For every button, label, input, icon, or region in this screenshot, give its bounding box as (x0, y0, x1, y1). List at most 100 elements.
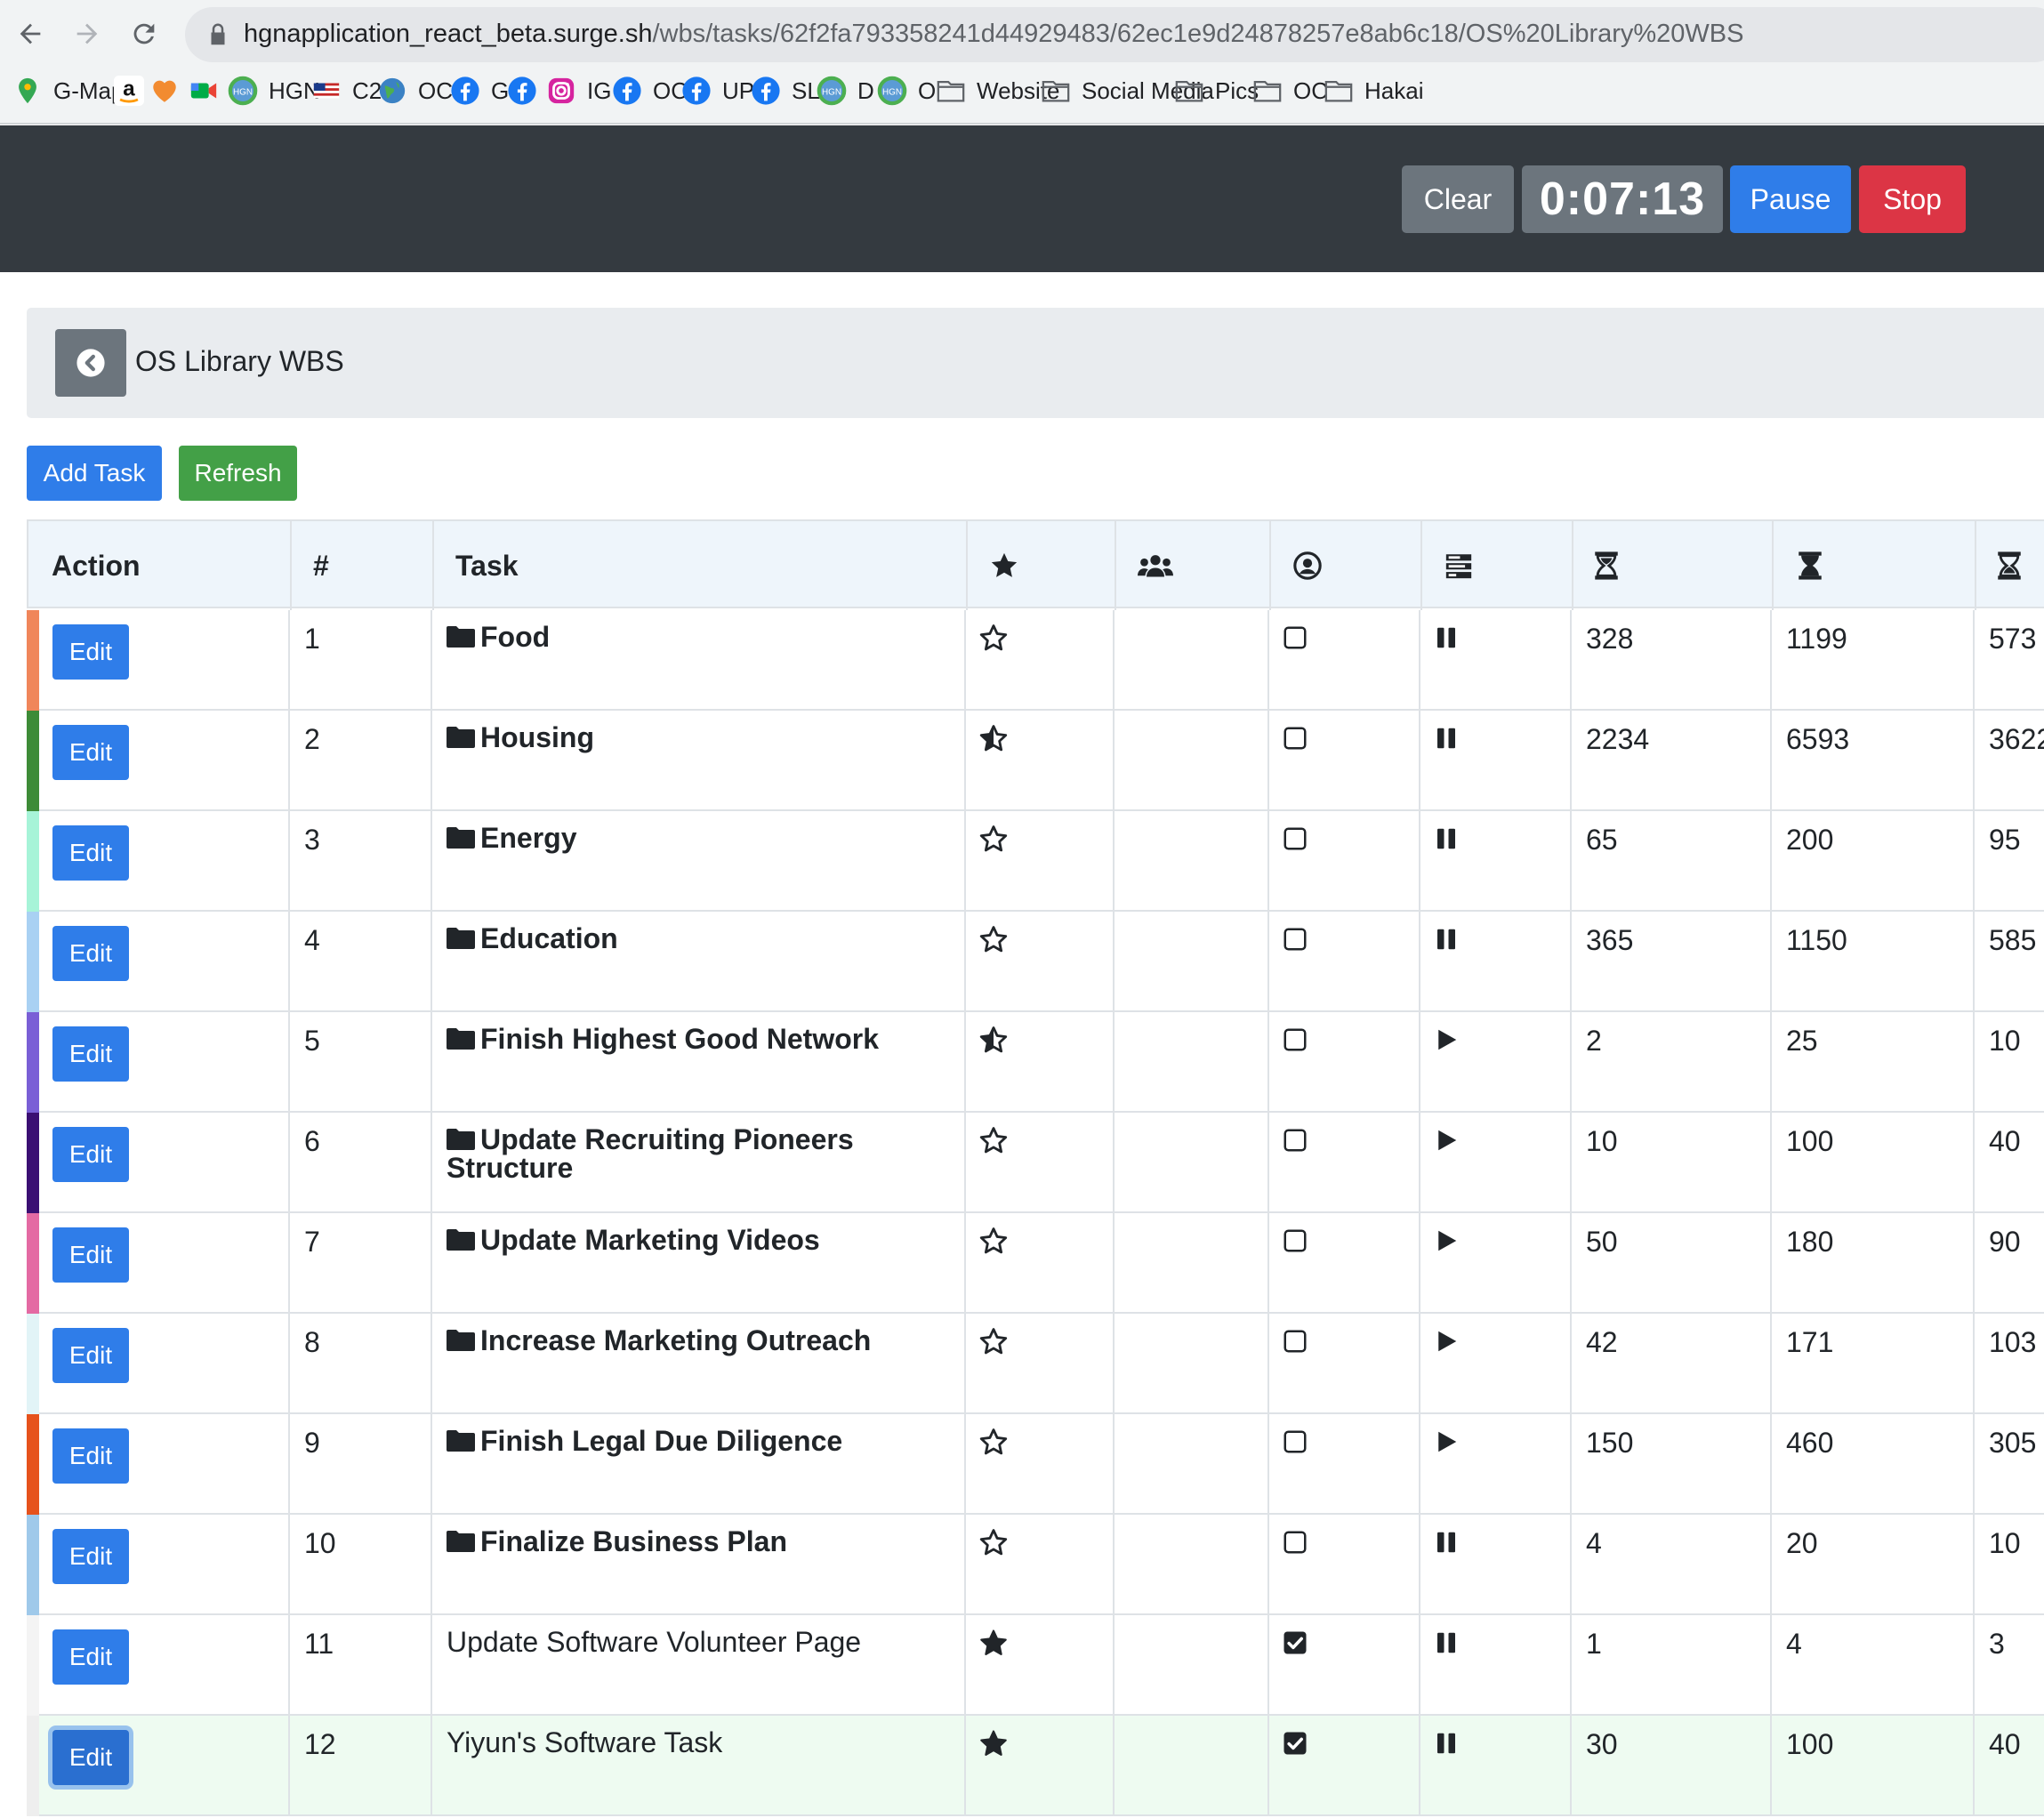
bookmark-item[interactable]: SL (751, 73, 820, 109)
bookmark-item[interactable]: HGN HGN (228, 73, 320, 109)
task-number: 11 (304, 1628, 334, 1660)
pause-icon[interactable] (1433, 1629, 1460, 1656)
checkbox-icon[interactable] (1282, 1328, 1308, 1355)
bookmark-item[interactable]: UP (681, 73, 754, 109)
bookmark-item[interactable]: G (450, 73, 509, 109)
table-row: Edit 9 Finish Legal Due Diligence 150 460 305 (27, 1414, 2044, 1515)
edit-button[interactable]: Edit (52, 725, 129, 780)
resources-cell (1115, 811, 1269, 912)
checkbox-icon[interactable] (1282, 624, 1308, 651)
bookmark-item[interactable]: OC (377, 73, 453, 109)
checkbox-icon[interactable] (1282, 725, 1308, 752)
checkbox-icon[interactable] (1282, 825, 1308, 852)
play-icon[interactable] (1433, 1127, 1460, 1154)
edit-button[interactable]: Edit (52, 1629, 129, 1685)
star-empty-icon[interactable] (978, 924, 1009, 954)
folder-icon (447, 922, 480, 954)
task-name[interactable]: Education (447, 924, 945, 953)
add-task-button[interactable]: Add Task (27, 446, 162, 501)
checkbox-icon[interactable] (1282, 1026, 1308, 1053)
task-name[interactable]: Yiyun's Software Task (447, 1728, 945, 1757)
task-name[interactable]: Finalize Business Plan (447, 1527, 945, 1556)
edit-button[interactable]: Edit (52, 1328, 129, 1383)
address-bar[interactable]: hgnapplication_react_beta.surge.sh/wbs/t… (185, 7, 2044, 62)
edit-button[interactable]: Edit (52, 1428, 129, 1484)
pause-icon[interactable] (1433, 825, 1460, 852)
edit-button[interactable]: Edit (52, 1227, 129, 1283)
star-empty-icon[interactable] (978, 1125, 1009, 1155)
task-name[interactable]: Update Marketing Videos (447, 1226, 945, 1254)
facebook-icon (612, 76, 642, 106)
bookmark-item[interactable]: Social Media (1041, 73, 1214, 109)
play-icon[interactable] (1433, 1328, 1460, 1355)
task-name[interactable]: Housing (447, 723, 945, 752)
pause-icon[interactable] (1433, 624, 1460, 651)
edit-button[interactable]: Edit (52, 1730, 129, 1785)
action-cell: Edit (27, 1012, 290, 1113)
checkbox-icon[interactable] (1282, 926, 1308, 953)
star-half-icon[interactable] (978, 1025, 1009, 1055)
hours-worst-cell: 25 (1772, 1012, 1975, 1113)
star-empty-icon[interactable] (978, 824, 1009, 854)
refresh-button[interactable]: Refresh (179, 446, 297, 501)
task-name[interactable]: Energy (447, 824, 945, 852)
play-icon[interactable] (1433, 1227, 1460, 1254)
bookmark-item[interactable]: OC (612, 73, 688, 109)
bookmark-item[interactable]: HGN D (817, 73, 874, 109)
hours-most: 90 (1989, 1226, 2021, 1258)
edit-button[interactable]: Edit (52, 1026, 129, 1082)
bookmark-item[interactable]: C2 (311, 73, 382, 109)
forward-arrow-icon[interactable] (66, 12, 109, 55)
task-name[interactable]: Update Recruiting Pioneers Structure (447, 1125, 945, 1182)
star-empty-icon[interactable] (978, 1527, 1009, 1557)
task-name[interactable]: Food (447, 623, 945, 651)
reload-icon[interactable] (123, 12, 165, 55)
task-name[interactable]: Finish Legal Due Diligence (447, 1427, 945, 1455)
stop-button[interactable]: Stop (1859, 165, 1966, 233)
checked-checkbox-icon[interactable] (1282, 1629, 1308, 1656)
task-name[interactable]: Update Software Volunteer Page (447, 1628, 945, 1656)
bookmark-item[interactable] (149, 73, 190, 109)
edit-button[interactable]: Edit (52, 926, 129, 981)
star-empty-icon[interactable] (978, 1226, 1009, 1256)
header-resources (1116, 521, 1271, 610)
back-button[interactable] (55, 329, 126, 397)
pause-icon[interactable] (1433, 1730, 1460, 1757)
checkbox-icon[interactable] (1282, 1428, 1308, 1455)
pause-icon[interactable] (1433, 926, 1460, 953)
star-empty-icon[interactable] (978, 1326, 1009, 1356)
folder-icon (1324, 76, 1354, 106)
star-empty-icon[interactable] (978, 623, 1009, 653)
star-full-icon[interactable] (978, 1728, 1009, 1758)
star-full-icon[interactable] (978, 1628, 1009, 1658)
star-empty-icon[interactable] (978, 1427, 1009, 1457)
bookmark-item[interactable]: Pics (1174, 73, 1259, 109)
hours-worst-cell: 100 (1772, 1113, 1975, 1213)
bookmark-item[interactable]: HGN O (877, 73, 936, 109)
edit-button[interactable]: Edit (52, 825, 129, 881)
bookmark-item[interactable]: OC (1252, 73, 1328, 109)
bookmark-item[interactable] (507, 73, 548, 109)
edit-button[interactable]: Edit (52, 1529, 129, 1584)
checked-checkbox-icon[interactable] (1282, 1730, 1308, 1757)
task-name[interactable]: Increase Marketing Outreach (447, 1326, 945, 1355)
bookmark-item[interactable]: a (114, 73, 155, 109)
checkbox-icon[interactable] (1282, 1529, 1308, 1556)
pause-icon[interactable] (1433, 1529, 1460, 1556)
checkbox-icon[interactable] (1282, 1127, 1308, 1154)
clear-button[interactable]: Clear (1402, 165, 1514, 233)
checkbox-icon[interactable] (1282, 1227, 1308, 1254)
pause-button[interactable]: Pause (1730, 165, 1851, 233)
play-icon[interactable] (1433, 1026, 1460, 1053)
pause-icon[interactable] (1433, 725, 1460, 752)
bookmark-item[interactable]: IG (546, 73, 611, 109)
edit-button[interactable]: Edit (52, 624, 129, 680)
task-name[interactable]: Finish Highest Good Network (447, 1025, 945, 1053)
bookmark-item[interactable] (189, 73, 229, 109)
star-half-icon[interactable] (978, 723, 1009, 753)
play-icon[interactable] (1433, 1428, 1460, 1455)
hours-worst-cell: 6593 (1772, 711, 1975, 811)
back-arrow-icon[interactable] (9, 12, 52, 55)
bookmark-item[interactable]: Hakai (1324, 73, 1423, 109)
edit-button[interactable]: Edit (52, 1127, 129, 1182)
